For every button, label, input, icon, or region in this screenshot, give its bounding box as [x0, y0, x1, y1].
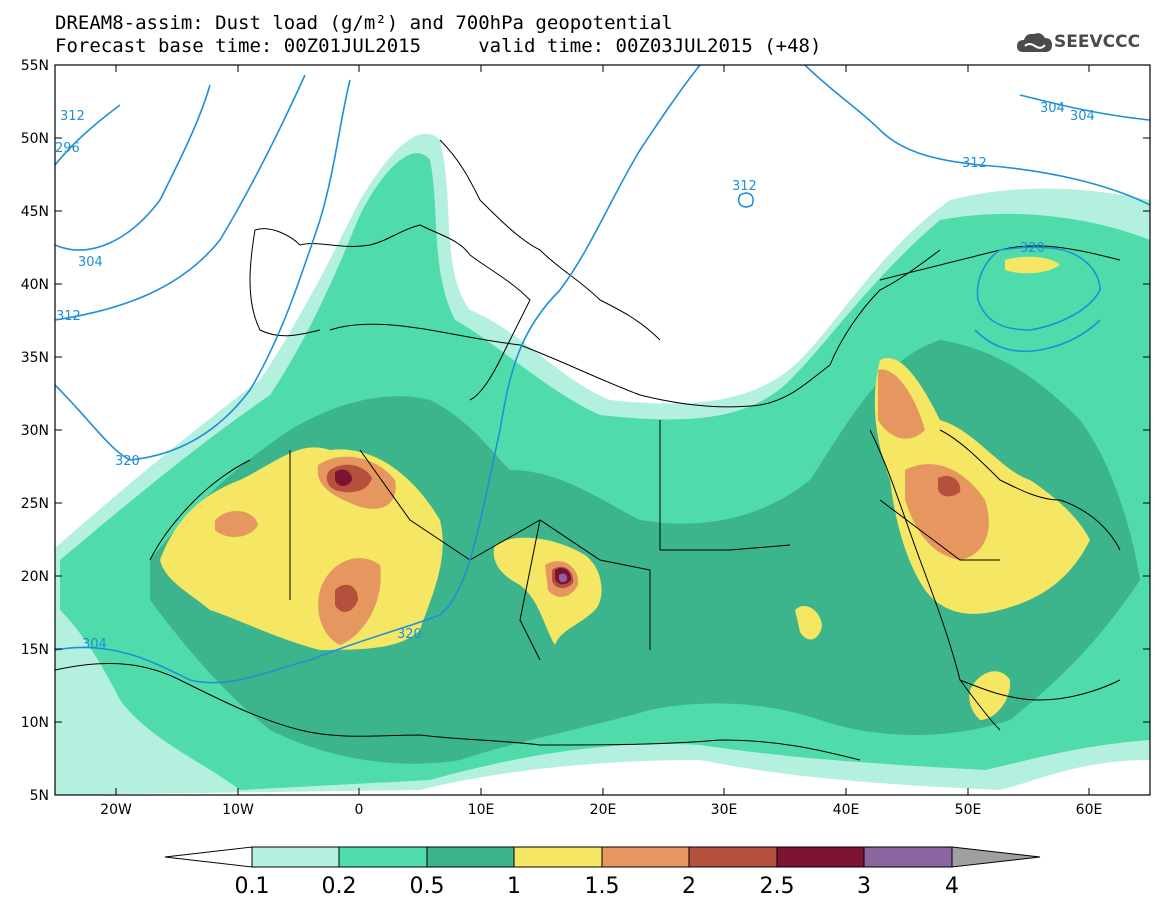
lat-label: 25N	[21, 496, 49, 512]
dust-level-1.5-d	[878, 369, 925, 439]
coastlines	[55, 139, 1121, 761]
forecast-times: Forecast base time: 00Z01JUL2015 valid t…	[55, 35, 822, 57]
cloud-logo-icon	[1017, 33, 1052, 52]
contour-label: 320	[1020, 241, 1045, 256]
contour-label: 304	[82, 637, 107, 652]
lon-label: 40E	[833, 802, 860, 818]
colorbar-label: 3	[857, 874, 871, 899]
lon-label: 50E	[955, 802, 982, 818]
dust-level-2-c	[938, 475, 961, 497]
contour-label: 320	[115, 454, 140, 469]
dust-level-2.5-a	[335, 469, 352, 486]
colorbar-label: 0.2	[322, 874, 357, 899]
colorbar-swatch	[426, 846, 515, 868]
dust-level-1-patch3	[1005, 256, 1060, 274]
contour-line	[55, 84, 211, 251]
colorbar-label: 1	[507, 874, 521, 899]
contour-line	[976, 246, 1101, 331]
contour-labels: 304 312 320 312 304 312 320 320 312 304 …	[55, 101, 1095, 652]
contour-line	[737, 192, 754, 208]
geopotential-contours	[55, 65, 1150, 684]
colorbar-swatch	[513, 846, 603, 868]
lat-label: 10N	[21, 715, 49, 731]
lat-label: 50N	[21, 131, 49, 147]
colorbar-swatch	[601, 846, 690, 868]
contour-label: 296	[55, 141, 80, 156]
dust-level-1-patch2	[795, 605, 822, 640]
colorbar: 0.1 0.2 0.5 1 1.5 2 2.5 3 4	[164, 846, 1041, 899]
lat-label: 20N	[21, 569, 49, 585]
colorbar-label: 1.5	[585, 874, 620, 899]
lon-label: 60E	[1076, 802, 1103, 818]
lon-label: 10W	[222, 802, 254, 818]
lat-label: 5N	[30, 788, 49, 804]
dust-field	[55, 133, 1150, 795]
contour-label: 312	[732, 179, 757, 194]
dust-level-1.5-e	[905, 464, 989, 560]
contour-label: 312	[56, 309, 81, 324]
lat-label: 30N	[21, 423, 49, 439]
contour-label: 304	[1040, 101, 1065, 116]
dust-level-1-patch	[969, 671, 1011, 720]
contour-line	[1019, 94, 1150, 121]
chart-title: DREAM8-assim: Dust load (g/m²) and 700hP…	[55, 12, 673, 34]
contour-label: 312	[60, 109, 85, 124]
contour-label: 312	[962, 156, 987, 171]
lon-label: 0	[355, 802, 364, 818]
contour-line	[55, 79, 351, 461]
dust-level-1.5-a	[215, 510, 258, 537]
colorbar-label: 0.1	[235, 874, 270, 899]
dust-level-1-east	[874, 358, 1090, 614]
dust-level-3	[559, 573, 568, 583]
logo-text: SEEVCCC	[1054, 32, 1141, 52]
colorbar-swatch	[863, 846, 953, 868]
lon-label: 10E	[468, 802, 495, 818]
contour-line	[804, 65, 1150, 206]
lon-label: 20W	[100, 802, 132, 818]
colorbar-swatch	[338, 846, 428, 868]
colorbar-swatch	[251, 846, 340, 868]
dust-level-1-central	[493, 537, 602, 645]
dust-level-2-b	[335, 584, 358, 612]
lon-label: 20E	[590, 802, 617, 818]
contour-line	[974, 319, 1101, 353]
contour-label: 304	[78, 255, 103, 270]
axis-ticks	[55, 64, 1150, 795]
colorbar-label: 4	[945, 874, 959, 899]
lat-label: 15N	[21, 642, 49, 658]
colorbar-label: 0.5	[410, 874, 445, 899]
longitude-labels: 20W 10W 0 10E 20E 30E 40E 50E 60E	[100, 802, 1102, 818]
lat-label: 55N	[21, 58, 49, 74]
contour-label: 304	[1070, 109, 1095, 124]
contour-line	[55, 104, 121, 166]
lat-label: 35N	[21, 350, 49, 366]
colorbar-label: 2.5	[760, 874, 795, 899]
contour-label: 320	[397, 627, 422, 642]
colorbar-swatch	[688, 846, 778, 868]
contour-line	[55, 74, 306, 321]
colorbar-low-arrow	[164, 846, 253, 868]
colorbar-high-arrow	[951, 846, 1041, 868]
lat-label: 45N	[21, 204, 49, 220]
lon-label: 30E	[711, 802, 738, 818]
latitude-labels: 55N 50N 45N 40N 35N 30N 25N 20N 15N 10N …	[21, 58, 49, 804]
colorbar-swatch	[776, 846, 865, 868]
contour-line	[55, 65, 701, 684]
lat-label: 40N	[21, 277, 49, 293]
colorbar-label: 2	[682, 874, 696, 899]
